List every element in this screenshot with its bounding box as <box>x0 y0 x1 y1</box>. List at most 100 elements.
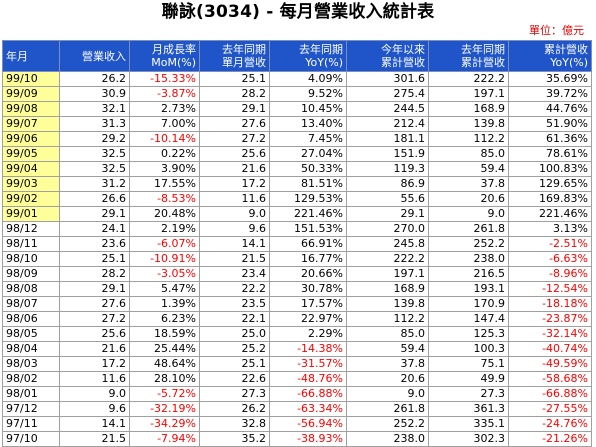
value-cell: -21.26% <box>508 431 592 447</box>
value-cell: -24.76% <box>508 416 592 432</box>
value-cell: 29.1 <box>346 206 429 222</box>
value-cell: 59.4 <box>428 161 509 177</box>
month-cell: 97/11 <box>2 416 60 432</box>
value-cell: -10.91% <box>129 251 200 267</box>
value-cell: -32.19% <box>129 401 200 417</box>
table-row: 98/08 29.1 5.47% 22.2 30.78% 168.9 193.1 -12.54… <box>2 281 592 297</box>
revenue-table: 年月 營業收入 月成長率 MoM(%) 去年同期 單月營收 去年同期 YoY(%) 今年以來 累計… <box>2 40 592 447</box>
value-cell: 245.8 <box>346 236 429 252</box>
value-cell: 20.6 <box>428 191 509 207</box>
value-cell: 22.6 <box>199 371 270 387</box>
column-header-line: 年月 <box>6 49 28 63</box>
value-cell: -12.54% <box>508 281 592 297</box>
value-cell: 21.6 <box>199 161 270 177</box>
value-cell: 21.6 <box>59 341 130 357</box>
value-cell: 9.0 <box>346 386 429 402</box>
month-cell: 97/12 <box>2 401 60 417</box>
value-cell: 119.3 <box>346 161 429 177</box>
value-cell: 51.90% <box>508 116 592 132</box>
table-row: 98/04 21.6 25.44% 25.2 -14.38% 59.4 100.3 -40.7… <box>2 341 592 357</box>
month-cell: 98/02 <box>2 371 60 387</box>
value-cell: 25.6 <box>199 146 270 162</box>
value-cell: 112.2 <box>428 131 509 147</box>
value-cell: 31.3 <box>59 116 130 132</box>
month-cell: 99/01 <box>2 206 60 222</box>
value-cell: -5.72% <box>129 386 200 402</box>
value-cell: 14.1 <box>199 236 270 252</box>
value-cell: -49.59% <box>508 356 592 372</box>
table-row: 97/10 21.5 -7.94% 35.2 -38.93% 238.0 302.3 -21.… <box>2 431 592 447</box>
value-cell: 29.1 <box>59 281 130 297</box>
value-cell: 221.46% <box>508 206 592 222</box>
month-cell: 98/01 <box>2 386 60 402</box>
value-cell: 32.8 <box>199 416 270 432</box>
value-cell: 335.1 <box>428 416 509 432</box>
value-cell: -10.14% <box>129 131 200 147</box>
value-cell: -34.29% <box>129 416 200 432</box>
value-cell: 270.0 <box>346 221 429 237</box>
value-cell: 85.0 <box>346 326 429 342</box>
column-header: 去年同期 YoY(%) <box>269 40 347 72</box>
value-cell: 21.5 <box>199 251 270 267</box>
value-cell: 78.61% <box>508 146 592 162</box>
value-cell: 31.2 <box>59 176 130 192</box>
value-cell: 50.33% <box>269 161 347 177</box>
value-cell: 44.76% <box>508 101 592 117</box>
value-cell: 221.46% <box>269 206 347 222</box>
month-cell: 99/02 <box>2 191 60 207</box>
month-cell: 97/10 <box>2 431 60 447</box>
value-cell: 129.65% <box>508 176 592 192</box>
column-header-line: 去年同期 <box>461 43 505 56</box>
value-cell: 29.1 <box>199 101 270 117</box>
value-cell: -3.87% <box>129 86 200 102</box>
value-cell: 16.77% <box>269 251 347 267</box>
value-cell: 32.5 <box>59 146 130 162</box>
value-cell: 9.0 <box>428 206 509 222</box>
value-cell: -2.51% <box>508 236 592 252</box>
value-cell: 17.2 <box>59 356 130 372</box>
month-cell: 98/11 <box>2 236 60 252</box>
value-cell: 25.1 <box>199 71 270 87</box>
value-cell: 216.5 <box>428 266 509 282</box>
value-cell: 17.55% <box>129 176 200 192</box>
column-header-line: 營業收入 <box>82 49 126 63</box>
value-cell: 170.9 <box>428 296 509 312</box>
value-cell: 2.19% <box>129 221 200 237</box>
value-cell: -27.55% <box>508 401 592 417</box>
table-row: 99/07 31.3 7.00% 27.6 13.40% 212.4 139.8 51.90% <box>2 116 592 132</box>
value-cell: 17.57% <box>269 296 347 312</box>
column-header-line: 單月營收 <box>222 56 266 69</box>
column-header-line: 去年同期 <box>222 43 266 56</box>
value-cell: 27.2 <box>199 131 270 147</box>
value-cell: 55.6 <box>346 191 429 207</box>
month-cell: 99/10 <box>2 71 60 87</box>
table-row: 98/11 23.6 -6.07% 14.1 66.91% 245.8 252.2 -2.51… <box>2 236 592 252</box>
value-cell: 244.5 <box>346 101 429 117</box>
table-row: 98/09 28.2 -3.05% 23.4 20.66% 197.1 216.5 -8.96… <box>2 266 592 282</box>
value-cell: 25.44% <box>129 341 200 357</box>
value-cell: 193.1 <box>428 281 509 297</box>
column-header: 營業收入 <box>59 40 130 72</box>
value-cell: 197.1 <box>428 86 509 102</box>
value-cell: -23.87% <box>508 311 592 327</box>
value-cell: 86.9 <box>346 176 429 192</box>
value-cell: 25.6 <box>59 326 130 342</box>
column-header: 累計營收 YoY(%) <box>508 40 592 72</box>
month-cell: 99/03 <box>2 176 60 192</box>
table-row: 97/12 9.6 -32.19% 26.2 -63.34% 261.8 361.3 -27.… <box>2 401 592 417</box>
value-cell: 26.2 <box>199 401 270 417</box>
month-cell: 98/08 <box>2 281 60 297</box>
value-cell: -18.18% <box>508 296 592 312</box>
value-cell: 125.3 <box>428 326 509 342</box>
value-cell: 252.2 <box>346 416 429 432</box>
value-cell: 37.8 <box>428 176 509 192</box>
value-cell: -66.88% <box>269 386 347 402</box>
value-cell: 3.13% <box>508 221 592 237</box>
value-cell: -58.68% <box>508 371 592 387</box>
column-header-line: 今年以來 <box>381 43 425 56</box>
value-cell: 197.1 <box>346 266 429 282</box>
value-cell: 30.9 <box>59 86 130 102</box>
value-cell: 4.09% <box>269 71 347 87</box>
column-header-line: MoM(%) <box>151 56 196 69</box>
